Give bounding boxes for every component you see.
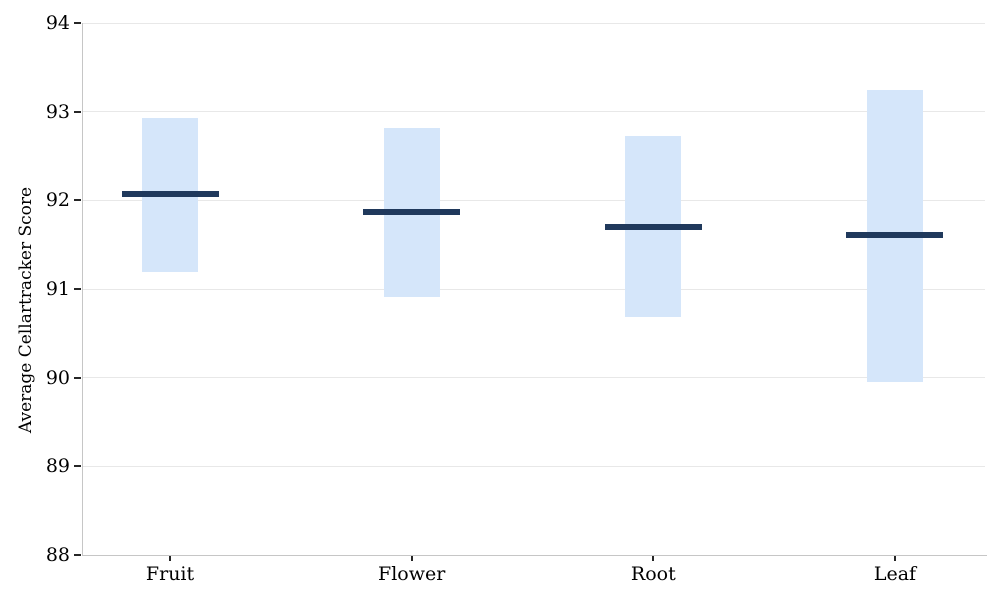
x-tick-mark xyxy=(410,556,413,561)
gridline xyxy=(82,199,985,201)
y-tick-label: 93 xyxy=(45,100,70,123)
y-tick-mark xyxy=(74,288,81,290)
y-tick-label: 92 xyxy=(45,189,70,212)
gridline xyxy=(82,377,985,379)
mean-line-flower xyxy=(363,208,461,215)
x-tick-mark xyxy=(893,556,896,561)
x-tick-label-leaf: Leaf xyxy=(873,563,917,585)
gridline xyxy=(82,22,985,24)
y-axis-spine xyxy=(82,23,83,556)
y-tick-label: 88 xyxy=(45,544,70,566)
gridline xyxy=(82,111,985,113)
y-tick-mark xyxy=(74,199,81,202)
y-tick-mark xyxy=(74,376,81,379)
y-tick-mark xyxy=(74,22,81,24)
y-tick-label: 89 xyxy=(45,455,70,478)
y-tick-mark xyxy=(74,554,81,556)
x-axis-spine xyxy=(82,555,987,556)
y-tick-mark xyxy=(74,465,81,468)
x-tick-mark xyxy=(169,556,172,561)
x-tick-label-flower: Flower xyxy=(378,563,446,585)
y-tick-label: 90 xyxy=(45,366,70,389)
mean-line-root xyxy=(604,223,702,230)
y-tick-mark xyxy=(74,110,81,113)
y-axis-title: Average Cellartracker Score xyxy=(16,186,36,434)
x-tick-label-fruit: Fruit xyxy=(145,563,195,585)
mean-line-leaf xyxy=(846,231,944,238)
gridline xyxy=(82,288,985,290)
mean-line-fruit xyxy=(121,191,219,198)
x-tick-mark xyxy=(652,556,655,561)
gridline xyxy=(82,465,985,467)
y-tick-label: 91 xyxy=(45,278,70,300)
y-tick-label: 94 xyxy=(45,12,70,34)
x-tick-label-root: Root xyxy=(630,563,676,585)
